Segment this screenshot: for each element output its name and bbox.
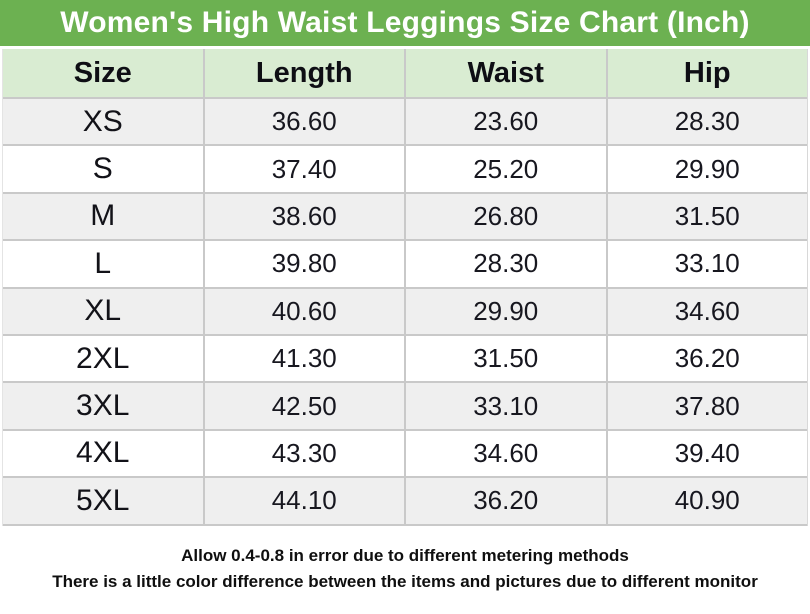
cell-hip: 37.80 — [674, 390, 740, 421]
cell-waist: 23.60 — [406, 99, 608, 145]
size-table: Size Length Waist Hip XS 36.60 23.60 28.… — [2, 49, 808, 526]
cell-hip: 39.40 — [674, 437, 740, 468]
cell-size: 3XL — [3, 383, 205, 429]
cell-length: 41.30 — [205, 335, 406, 382]
cell-length: 40.60 — [205, 288, 406, 334]
table-row: 3XL 42.50 33.10 37.80 — [3, 383, 807, 431]
cell-size: XS — [3, 99, 205, 145]
table-row: XL 40.60 29.90 34.60 — [3, 288, 807, 336]
cell-waist: 34.60 — [406, 430, 608, 477]
column-header-hip: Hip — [683, 56, 731, 89]
cell-waist: 29.90 — [406, 288, 608, 334]
cell-hip: 31.50 — [674, 200, 740, 231]
table-row: L 39.80 28.30 33.10 — [3, 241, 807, 289]
cell-length: 44.10 — [205, 478, 406, 524]
cell-length: 39.80 — [205, 241, 406, 287]
cell-length: 42.50 — [205, 383, 406, 429]
chart-title: Women's High Waist Leggings Size Chart (… — [0, 0, 810, 46]
cell-size: 5XL — [3, 478, 205, 524]
cell-size: M — [3, 193, 205, 240]
column-header-size: Size — [3, 49, 205, 97]
footer-notes: Allow 0.4-0.8 in error due to different … — [0, 525, 810, 595]
table-header-row: Size Length Waist Hip — [3, 49, 807, 99]
cell-hip: 28.30 — [674, 106, 740, 137]
cell-waist: 25.20 — [406, 146, 608, 192]
cell-length: 37.40 — [205, 146, 406, 192]
cell-size: 2XL — [3, 335, 205, 382]
cell-waist: 36.20 — [406, 478, 608, 524]
cell-size: 4XL — [3, 430, 205, 477]
table-row: 4XL 43.30 34.60 39.40 — [3, 430, 807, 479]
column-header-waist: Waist — [406, 49, 608, 97]
cell-waist: 33.10 — [406, 383, 608, 429]
table-row: S 37.40 25.20 29.90 — [3, 146, 807, 194]
footer-note-metering: Allow 0.4-0.8 in error due to different … — [181, 545, 629, 565]
cell-size: XL — [3, 288, 205, 334]
footer-note-color: There is a little color difference betwe… — [52, 571, 758, 591]
cell-length: 38.60 — [205, 193, 406, 240]
cell-hip: 29.90 — [674, 153, 740, 184]
column-header-length: Length — [205, 49, 406, 97]
cell-waist: 26.80 — [406, 193, 608, 240]
table-row: 2XL 41.30 31.50 36.20 — [3, 335, 807, 384]
table-row: M 38.60 26.80 31.50 — [3, 193, 807, 242]
cell-size: S — [3, 146, 205, 192]
cell-hip: 33.10 — [674, 248, 740, 279]
cell-hip: 36.20 — [674, 343, 740, 374]
cell-hip: 40.90 — [674, 485, 740, 516]
table-row: XS 36.60 23.60 28.30 — [3, 99, 807, 147]
cell-waist: 31.50 — [406, 335, 608, 382]
cell-length: 36.60 — [205, 99, 406, 145]
cell-length: 43.30 — [205, 430, 406, 477]
cell-size: L — [3, 241, 205, 287]
cell-hip: 34.60 — [674, 295, 740, 326]
cell-waist: 28.30 — [406, 241, 608, 287]
table-row: 5XL 44.10 36.20 40.90 — [3, 478, 807, 526]
title-divider — [0, 46, 810, 49]
